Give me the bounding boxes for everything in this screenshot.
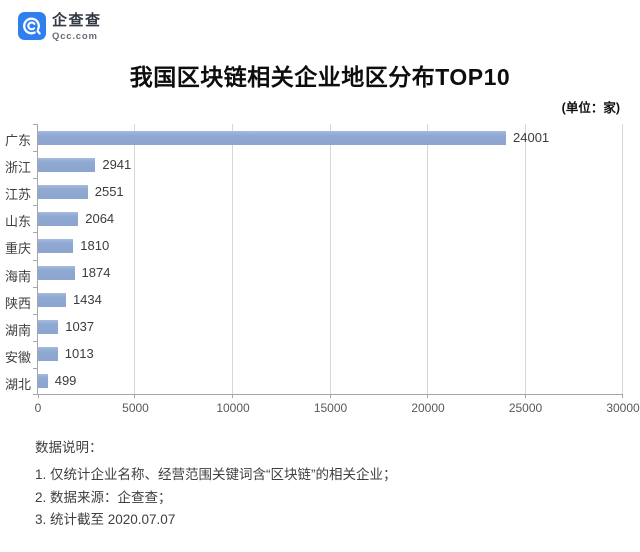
- category-axis: 广东浙江江苏山东重庆海南陕西湖南安徽湖北: [0, 124, 31, 395]
- bar: [38, 374, 48, 389]
- bar: [38, 211, 79, 226]
- bar-row: 1037: [38, 314, 623, 341]
- bar: [38, 320, 59, 335]
- note-item: 2. 数据来源：企查查；: [35, 489, 172, 505]
- y-axis-tick: [33, 367, 38, 369]
- bar-row: 24001: [38, 124, 623, 151]
- brand-name: 企查查: [52, 12, 102, 29]
- bar: [38, 157, 96, 172]
- unit-label: (单位：家): [561, 101, 620, 115]
- gridline: [134, 124, 136, 394]
- category-label: 湖北: [4, 376, 31, 392]
- x-axis-tick: [329, 394, 331, 398]
- x-axis-tick-label: 20000: [411, 401, 445, 415]
- bar-value-label: 2941: [102, 156, 132, 172]
- bar-value-label: 1874: [81, 265, 111, 281]
- y-axis-tick: [33, 205, 38, 207]
- bar: [38, 130, 507, 145]
- bar: [38, 266, 75, 281]
- x-axis-tick: [38, 394, 39, 398]
- bar-value-label: 2551: [94, 183, 124, 199]
- x-axis-tick: [134, 394, 136, 398]
- category-label: 山东: [4, 214, 31, 230]
- bar: [38, 238, 74, 253]
- note-item: 1. 仅统计企业名称、经营范围关键词含“区块链”的相关企业；: [35, 467, 397, 482]
- y-axis-tick: [33, 340, 38, 342]
- brand-domain: Qcc.com: [52, 31, 98, 42]
- bar-row: 1434: [38, 287, 623, 314]
- x-axis-tick-label: 25000: [508, 401, 543, 415]
- qcc-logo-icon: [18, 12, 46, 40]
- gridline: [524, 124, 526, 394]
- category-label: 安徽: [4, 349, 31, 365]
- x-axis-tick: [231, 394, 233, 398]
- x-axis-tick: [622, 394, 623, 398]
- y-axis-tick: [33, 286, 38, 288]
- category-label: 湖南: [4, 322, 31, 338]
- category-label: 海南: [4, 268, 31, 284]
- bar-value-label: 2064: [85, 210, 115, 226]
- chart-title: 我国区块链相关企业地区分布TOP10: [129, 64, 511, 90]
- bar-value-label: 24001: [513, 129, 550, 145]
- brand-text: 企查查 Qcc.com: [52, 12, 102, 43]
- category-label: 陕西: [4, 295, 31, 311]
- bar: [38, 293, 66, 308]
- x-axis-tick-label: 30000: [606, 401, 640, 415]
- x-axis-tick-label: 5000: [122, 401, 149, 415]
- y-axis-tick: [33, 151, 38, 153]
- x-axis-tick: [426, 394, 428, 398]
- gridline: [329, 124, 331, 394]
- bar-value-label: 1037: [65, 319, 95, 335]
- gridline: [231, 124, 233, 394]
- notes-heading: 数据说明：: [35, 440, 103, 455]
- bar-value-label: 499: [54, 373, 77, 389]
- x-axis-tick-label: 0: [34, 401, 42, 415]
- bar-row: 2064: [38, 205, 623, 232]
- category-label: 浙江: [4, 160, 31, 176]
- category-label: 江苏: [4, 187, 31, 203]
- x-axis-tick-label: 15000: [313, 401, 348, 415]
- gridline: [426, 124, 428, 394]
- bar-row: 1874: [38, 260, 623, 287]
- y-axis-tick: [33, 259, 38, 261]
- y-axis-tick: [33, 124, 38, 125]
- bar-value-label: 1434: [72, 292, 102, 308]
- bar-value-label: 1810: [80, 237, 110, 253]
- bar-row: 2551: [38, 178, 623, 205]
- bar: [38, 347, 58, 362]
- y-axis-tick: [33, 178, 38, 180]
- bar-row: 1013: [38, 341, 623, 368]
- y-axis-tick: [33, 232, 38, 234]
- bar-row: 2941: [38, 151, 623, 178]
- category-label: 重庆: [4, 241, 31, 257]
- category-label: 广东: [4, 133, 31, 149]
- plot-area: 24001 2941 2551 2064 1810 1874 1434 1037 1013 499…: [33, 124, 640, 415]
- bar: [38, 184, 88, 199]
- y-axis-tick: [33, 313, 38, 315]
- x-axis-tick-label: 10000: [216, 401, 250, 415]
- bar-value-label: 1013: [64, 346, 94, 362]
- x-axis-tick: [524, 394, 526, 398]
- gridline: [622, 124, 623, 394]
- brand-logo: 企查查 Qcc.com: [18, 12, 102, 42]
- bar-row: 1810: [38, 232, 623, 259]
- bar-row: 499: [38, 368, 623, 395]
- data-notes: 数据说明： 1. 仅统计企业名称、经营范围关键词含“区块链”的相关企业； 2. …: [35, 438, 397, 532]
- y-axis-tick: [33, 394, 38, 395]
- note-item: 3. 统计截至 2020.07.07: [35, 512, 176, 527]
